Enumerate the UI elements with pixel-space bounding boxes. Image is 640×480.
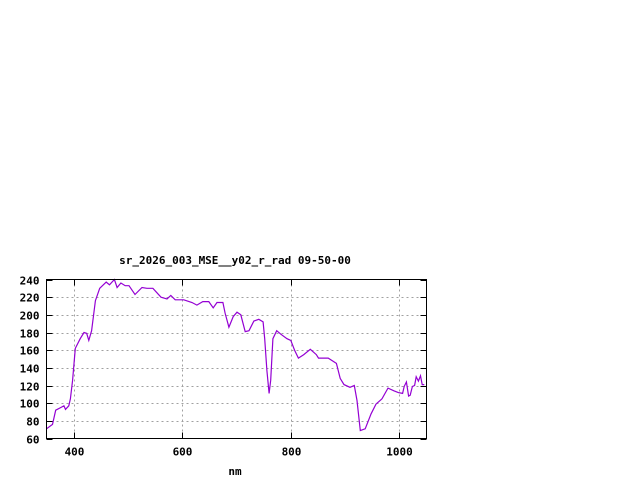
y-tick-label: 60 <box>26 434 39 447</box>
tick-labels: 400 600 800 1000 60 80 100 120 140 160 180 200 220 24… <box>20 275 413 459</box>
y-tick-label: 200 <box>20 310 40 323</box>
y-tick-label: 160 <box>20 345 40 358</box>
y-tick-label: 120 <box>20 381 40 394</box>
x-axis-label: nm <box>228 465 242 478</box>
y-tick-label: 180 <box>20 328 40 341</box>
x-tick-label: 400 <box>65 446 85 459</box>
y-tick-label: 100 <box>20 398 40 411</box>
y-tick-label: 80 <box>26 416 39 429</box>
y-tick-label: 220 <box>20 292 40 305</box>
y-tick-label: 140 <box>20 363 40 376</box>
y-tick-label: 240 <box>20 275 40 288</box>
x-tick-label: 800 <box>282 446 302 459</box>
x-tick-label: 600 <box>173 446 193 459</box>
ticks <box>46 279 427 440</box>
x-tick-label: 1000 <box>386 446 413 459</box>
series-line <box>46 278 425 432</box>
plot-border <box>46 279 427 439</box>
chart-title: sr_2026_003_MSE__y02_r_rad 09-50-00 <box>119 254 351 267</box>
grid <box>46 279 427 439</box>
